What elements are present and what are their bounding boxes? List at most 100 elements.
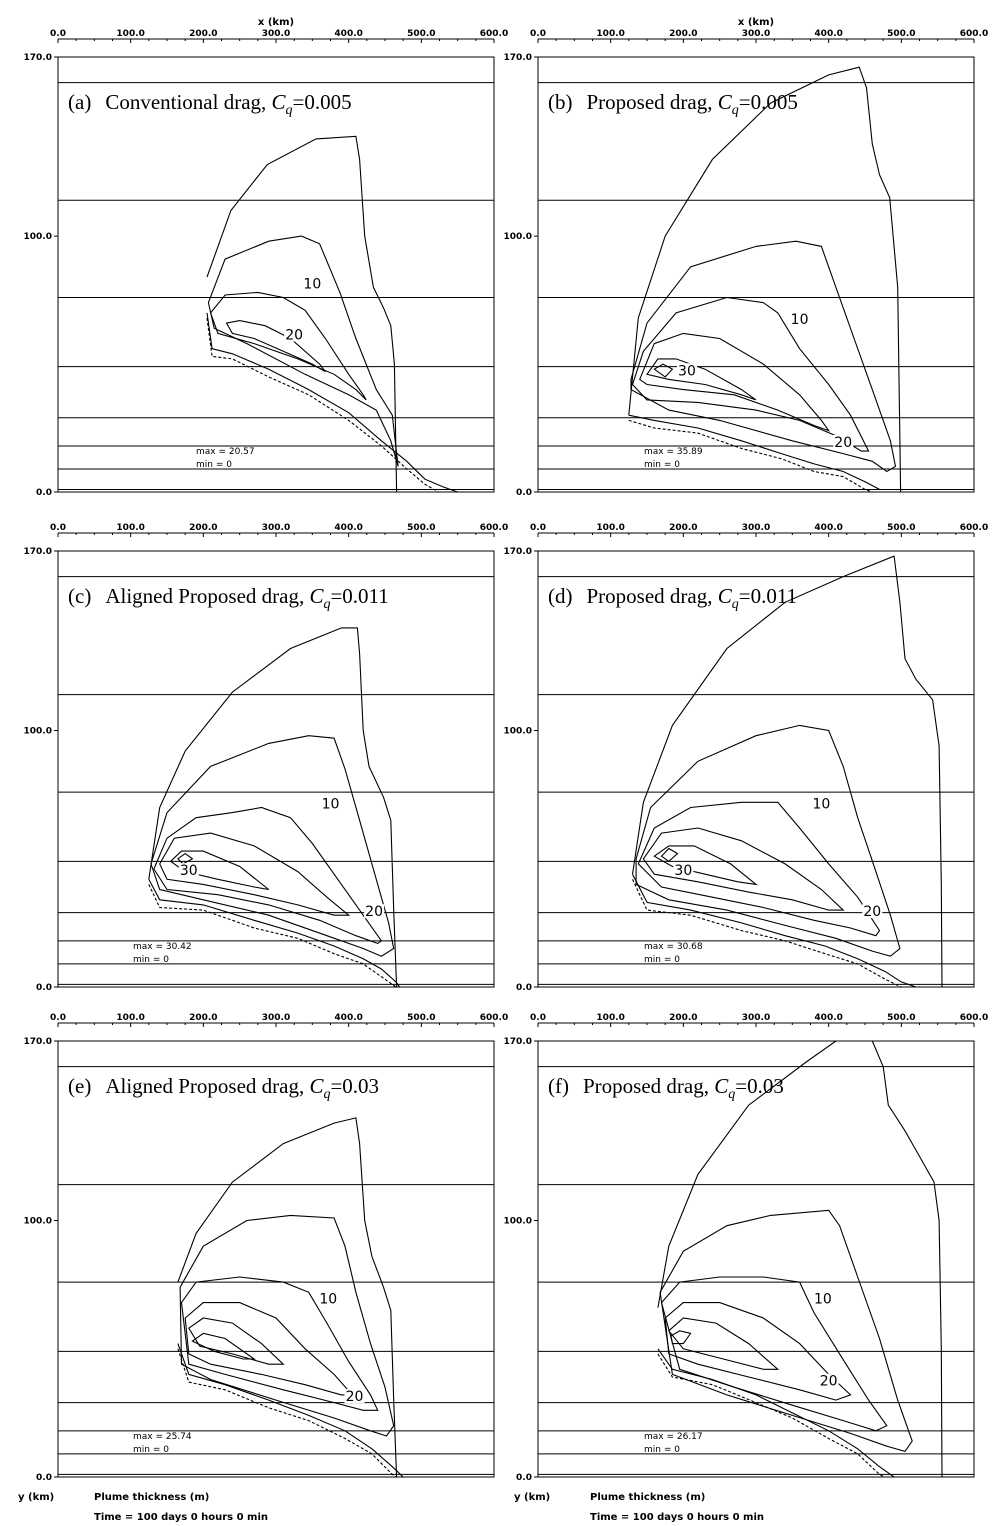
lower-edge-contour xyxy=(177,1348,397,1477)
outer-contour xyxy=(148,627,398,987)
panel-title-text: Aligned Proposed drag, xyxy=(105,584,309,608)
x-tick-label: 400.0 xyxy=(814,29,842,39)
lower-edge-contour xyxy=(148,879,400,987)
contour-label: 20 xyxy=(834,435,852,451)
x-tick-label: 200.0 xyxy=(669,29,697,39)
panel-title-value: =0.005 xyxy=(293,90,352,114)
inner-contour xyxy=(631,296,870,452)
panel-title-value: =0.03 xyxy=(735,1074,784,1098)
min-value: min = 0 xyxy=(196,460,232,470)
panel-title-text: Aligned Proposed drag, xyxy=(105,1074,309,1098)
y-tick-label: 100.0 xyxy=(504,727,532,737)
x-tick-label: 0.0 xyxy=(50,1013,66,1023)
contour-label-bg xyxy=(862,904,883,919)
inner-contour xyxy=(660,847,679,862)
plot-frame xyxy=(57,56,495,493)
x-tick-label: 600.0 xyxy=(960,523,988,533)
x-tick-label: 600.0 xyxy=(480,523,508,533)
contour-label: 20 xyxy=(365,904,383,920)
x-tick-label: 200.0 xyxy=(669,523,697,533)
min-value: min = 0 xyxy=(644,460,680,470)
min-value: min = 0 xyxy=(644,955,680,965)
contour-label-bg xyxy=(818,1373,839,1388)
plot-frame xyxy=(537,550,975,988)
inner-contour xyxy=(188,1317,285,1365)
x-tick-label: 200.0 xyxy=(189,523,217,533)
x-axis-label: x (km) xyxy=(258,17,294,28)
y-tick-label: 0.0 xyxy=(36,983,52,993)
y-tick-label: 170.0 xyxy=(24,1037,52,1047)
panel-title-text: Proposed drag, xyxy=(587,584,718,608)
lower-edge-contour xyxy=(657,1353,886,1477)
inner-contour xyxy=(670,1330,692,1345)
plot-frame xyxy=(537,1040,975,1478)
contour-label-bg xyxy=(812,1291,833,1306)
contours xyxy=(206,135,458,492)
panel-a: 0.0 100.0 200.0 300.0 400.0 500.0 600.0 x (km) 0… xyxy=(24,17,509,498)
panel-label: (d) xyxy=(548,584,573,608)
contours xyxy=(148,627,400,987)
panel-title-var: C xyxy=(272,90,287,114)
y-tick-label: 170.0 xyxy=(504,547,532,557)
y-tick-label: 0.0 xyxy=(516,1473,532,1483)
x-tick-label: 300.0 xyxy=(742,523,770,533)
inner-contour xyxy=(668,1317,780,1370)
contour-label-bg xyxy=(318,1291,339,1306)
contour-label: 30 xyxy=(678,363,696,379)
contour-label-bg xyxy=(178,863,199,878)
x-tick-label: 0.0 xyxy=(530,1013,546,1023)
y-tick-label: 0.0 xyxy=(36,1473,52,1483)
contour-label-bg xyxy=(302,276,323,291)
x-tick-label: 100.0 xyxy=(596,523,624,533)
plot-frame xyxy=(57,1040,495,1478)
y-axis-label: y (km) xyxy=(514,1492,550,1503)
contours xyxy=(631,555,943,987)
y-axis-label: y (km) xyxy=(18,1492,54,1503)
x-tick-label: 300.0 xyxy=(742,1013,770,1023)
panel-title: (f) Proposed drag, Cq=0.03 xyxy=(548,1074,784,1102)
lower-edge-contour xyxy=(632,879,903,987)
lower-edge-contour xyxy=(632,873,917,987)
max-value: max = 30.42 xyxy=(133,942,192,952)
contour-label-bg xyxy=(676,363,697,378)
inner-contour xyxy=(639,332,831,432)
panel-title: (a) Conventional drag, Cq=0.005 xyxy=(68,90,352,118)
x-tick-label: 400.0 xyxy=(334,523,362,533)
panel-title-value: =0.011 xyxy=(739,584,797,608)
contour-label-bg xyxy=(364,904,385,919)
contours xyxy=(628,66,902,492)
inner-contour xyxy=(180,1276,379,1411)
field-name: Plume thickness (m) xyxy=(590,1492,705,1503)
contour-label: 10 xyxy=(791,312,809,328)
inner-contour xyxy=(635,724,901,957)
contour-label-bg xyxy=(284,327,305,342)
outer-contour xyxy=(206,135,398,492)
plot-frame xyxy=(537,56,975,493)
contour-label: 10 xyxy=(303,276,321,292)
lower-edge-contour xyxy=(206,317,440,492)
x-tick-label: 100.0 xyxy=(596,1013,624,1023)
panel-d: 0.0 100.0 200.0 300.0 400.0 500.0 600.0 0.0 100.… xyxy=(504,523,989,993)
contour-label: 10 xyxy=(812,796,830,812)
contour-label: 20 xyxy=(820,1374,838,1390)
contours xyxy=(657,1041,943,1477)
contour-label: 20 xyxy=(346,1389,364,1405)
panel-title-value: =0.03 xyxy=(330,1074,379,1098)
outer-contour xyxy=(657,1041,943,1477)
contour-label: 20 xyxy=(285,327,303,343)
panel-title-sub: q xyxy=(732,103,739,118)
contour-label-bg xyxy=(344,1389,365,1404)
panel-title-var: C xyxy=(714,1074,729,1098)
y-tick-label: 100.0 xyxy=(504,232,532,242)
y-tick-label: 0.0 xyxy=(36,488,52,498)
inner-contour xyxy=(646,358,757,401)
lower-edge-contour xyxy=(148,884,397,987)
y-tick-label: 100.0 xyxy=(24,232,52,242)
panel-label: (a) xyxy=(68,90,91,114)
x-tick-label: 300.0 xyxy=(262,29,290,39)
y-tick-label: 100.0 xyxy=(24,727,52,737)
outer-contour xyxy=(631,555,943,987)
panel-title-sub: q xyxy=(728,1087,735,1102)
x-tick-label: 0.0 xyxy=(530,523,546,533)
